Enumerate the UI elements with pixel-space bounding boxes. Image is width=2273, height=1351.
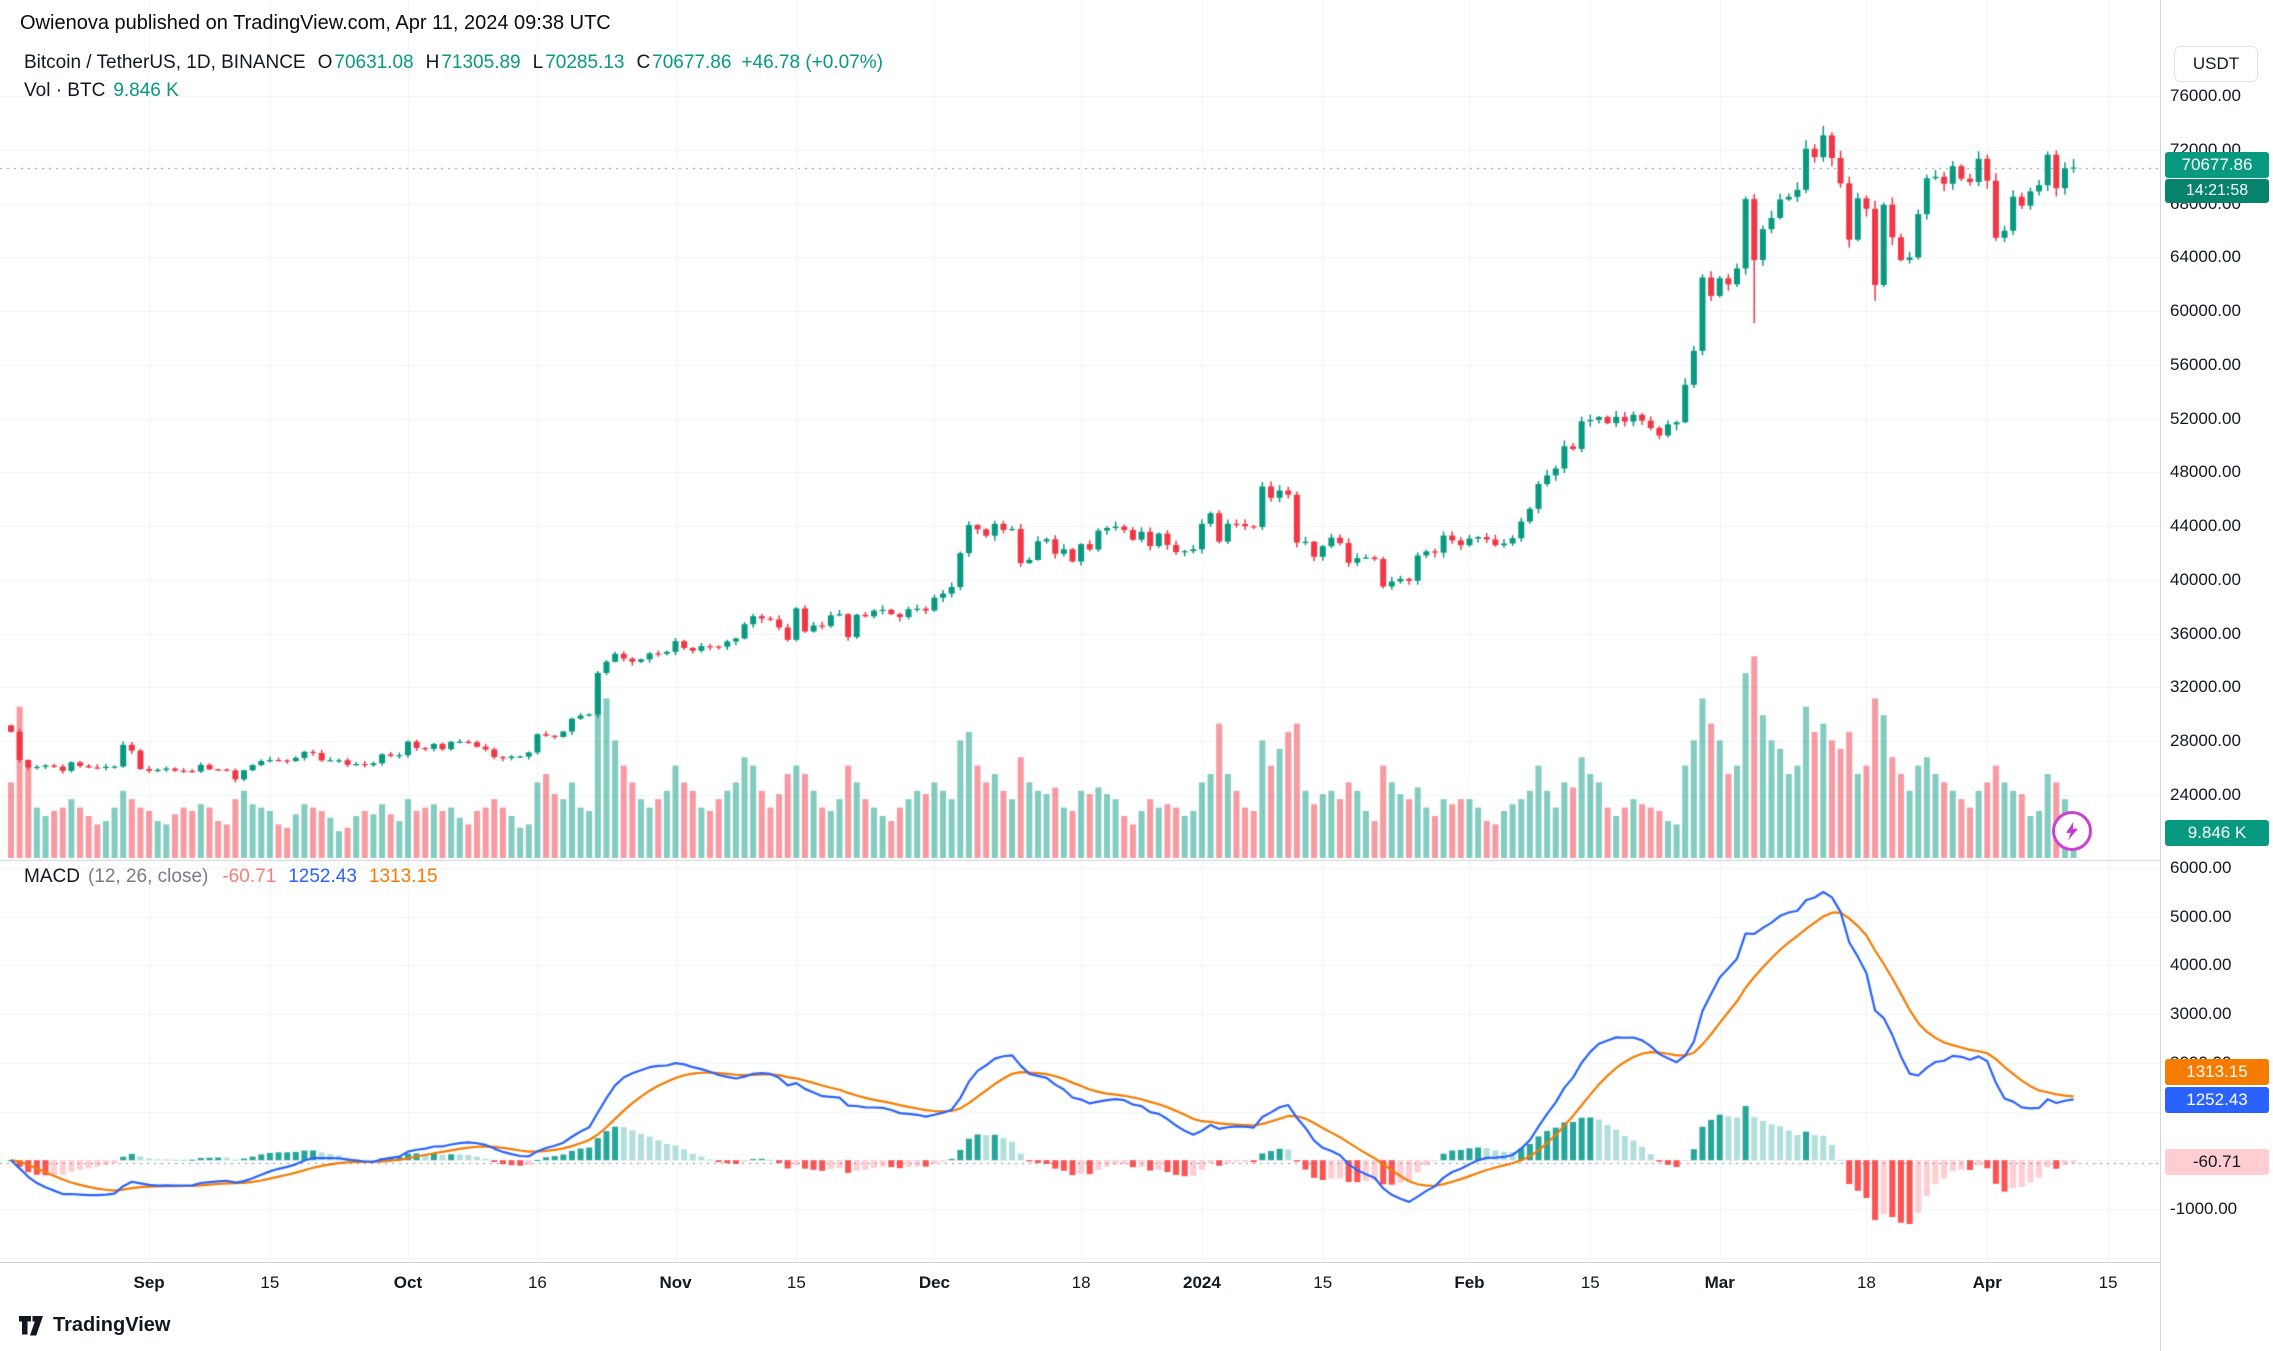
currency-toggle-button[interactable]: USDT	[2174, 46, 2258, 82]
tradingview-logo[interactable]: TradingView	[18, 1314, 170, 1337]
time-axis-label: Sep	[133, 1273, 165, 1292]
low-value: 70285.13	[545, 52, 625, 73]
macd-hist-badge: -60.71	[2165, 1149, 2269, 1175]
macd-signal-value: 1313.15	[368, 866, 438, 887]
axis-tick-label: 32000.00	[2170, 677, 2241, 697]
time-axis-label: 15	[2098, 1273, 2118, 1292]
symbol-title[interactable]: Bitcoin / TetherUS, 1D, BINANCE	[24, 52, 306, 73]
axis-tick-label: 5000.00	[2170, 906, 2232, 926]
volume-label: Vol · BTC	[24, 80, 106, 101]
time-axis-label: Dec	[918, 1273, 950, 1292]
time-axis-label: Mar	[1704, 1273, 1735, 1292]
axis-tick-label: 28000.00	[2170, 731, 2241, 751]
change-value: +46.78 (+0.07%)	[741, 52, 883, 73]
axis-tick-label: 24000.00	[2170, 784, 2241, 804]
tradingview-logo-icon	[19, 1315, 43, 1335]
time-axis-label: Nov	[659, 1273, 692, 1292]
time-axis-label: 2024	[1183, 1273, 1221, 1292]
time-axis-label: 18	[1071, 1273, 1091, 1292]
time-axis-label: 18	[1856, 1273, 1876, 1292]
axis-tick-label: 60000.00	[2170, 301, 2241, 321]
macd-hist-value: -60.71	[222, 866, 277, 887]
time-axis-label: 15	[786, 1273, 806, 1292]
bar-countdown-badge: 14:21:58	[2165, 179, 2269, 203]
time-axis-label: 16	[527, 1273, 547, 1292]
axis-tick-label: 56000.00	[2170, 354, 2241, 374]
close-label: C	[636, 52, 651, 73]
low-label: L	[532, 52, 544, 73]
tradingview-wordmark: TradingView	[53, 1314, 171, 1336]
time-axis-label: Apr	[1972, 1273, 2002, 1292]
open-label: O	[317, 52, 333, 73]
macd-line-value: 1252.43	[288, 866, 357, 887]
volume-legend[interactable]: Vol · BTC 9.846 K	[24, 80, 179, 102]
axis-tick-label: -1000.00	[2170, 1198, 2238, 1218]
time-axis-label: Feb	[1454, 1273, 1485, 1292]
time-axis-label: Oct	[393, 1273, 423, 1292]
open-value: 70631.08	[334, 52, 414, 73]
axis-tick-label: 6000.00	[2170, 858, 2232, 877]
time-axis-label: 15	[1313, 1273, 1333, 1292]
macd-line-badge: 1252.43	[2165, 1087, 2269, 1113]
macd-params: (12, 26, close)	[87, 866, 209, 887]
macd-legend[interactable]: MACD (12, 26, close) -60.71 1252.43 1313.15	[24, 866, 438, 888]
axis-tick-label: 52000.00	[2170, 408, 2241, 428]
axis-tick-label: 44000.00	[2170, 516, 2241, 536]
symbol-legend[interactable]: Bitcoin / TetherUS, 1D, BINANCE O 70631.08…	[24, 52, 883, 74]
last-price-badge: 70677.86	[2165, 152, 2269, 178]
high-value: 71305.89	[441, 52, 521, 73]
axis-tick-label: 40000.00	[2170, 569, 2241, 589]
lightning-icon[interactable]	[2052, 811, 2092, 851]
time-axis-label: 15	[260, 1273, 280, 1292]
macd-signal-badge: 1313.15	[2165, 1059, 2269, 1085]
time-axis-label: 15	[1580, 1273, 1600, 1292]
axis-tick-label: 64000.00	[2170, 247, 2241, 267]
axis-tick-label: 48000.00	[2170, 462, 2241, 482]
volume-badge: 9.846 K	[2165, 820, 2269, 846]
axis-tick-label: 4000.00	[2170, 955, 2232, 975]
price-axis[interactable]: USDT 70677.86 14:21:58 9.846 K 1313.15 1…	[2160, 0, 2273, 1351]
axis-tick-label: 3000.00	[2170, 1004, 2232, 1024]
lightning-bolt-icon	[2066, 821, 2078, 841]
volume-value: 9.846 K	[113, 80, 179, 101]
axis-tick-label: 76000.00	[2170, 86, 2241, 105]
macd-title[interactable]: MACD	[24, 866, 80, 887]
close-value: 70677.86	[652, 52, 732, 73]
high-label: H	[425, 52, 440, 73]
time-axis[interactable]: Sep 15 Oct 16 Nov 15 Dec 18 2024 15 Feb 15 Mar 18 Apr 1…	[0, 1262, 2160, 1351]
axis-tick-label: 36000.00	[2170, 623, 2241, 643]
chart-canvas[interactable]	[0, 0, 2160, 1262]
publish-header: Owienova published on TradingView.com, A…	[20, 12, 611, 34]
